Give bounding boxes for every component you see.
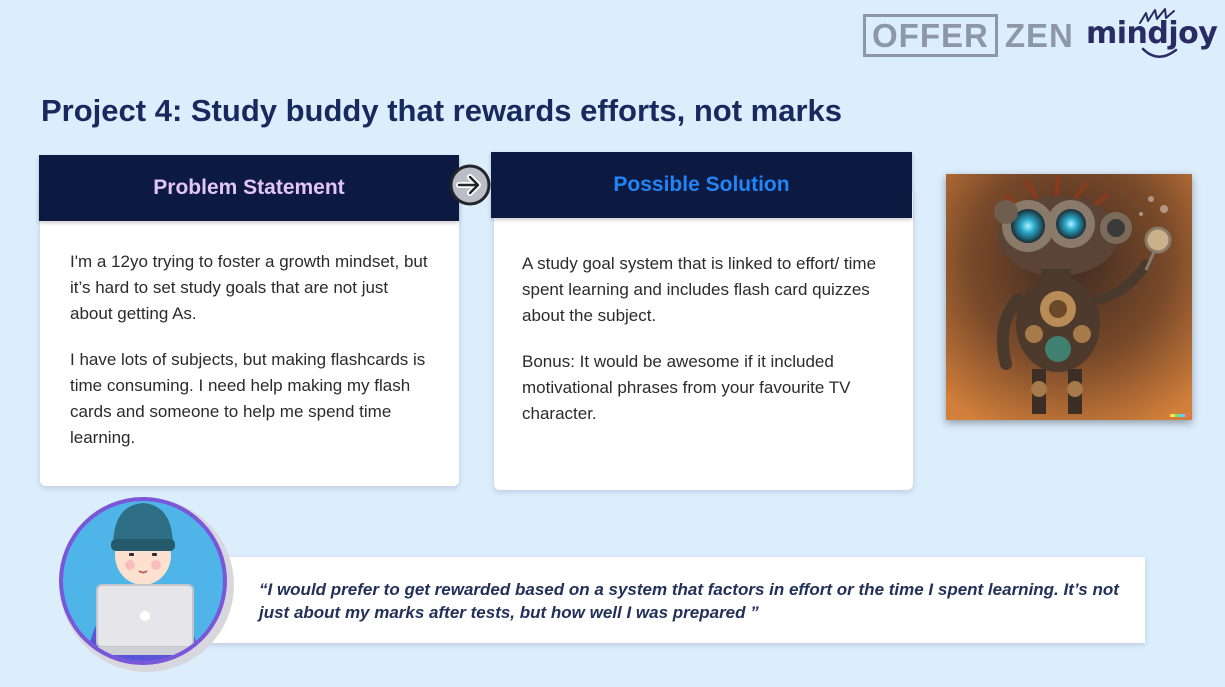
mindjoy-logo: mindjoy xyxy=(1086,16,1218,51)
problem-paragraph: I have lots of subjects, but making flas… xyxy=(70,350,426,447)
solution-paragraph: A study goal system that is linked to ef… xyxy=(522,254,877,325)
mindjoy-smile-icon xyxy=(1141,47,1178,58)
user-quote: “I would prefer to get rewarded based on… xyxy=(259,580,1119,622)
offerzen-logo: OFFER ZEN xyxy=(863,14,1074,57)
quote-box: “I would prefer to get rewarded based on… xyxy=(200,557,1145,643)
page-title: Project 4: Study buddy that rewards effo… xyxy=(41,93,842,128)
offerzen-logo-offer: OFFER xyxy=(863,14,998,57)
solution-paragraph: Bonus: It would be awesome if it include… xyxy=(522,352,851,423)
student-avatar-icon xyxy=(59,497,234,672)
problem-card-header: Problem Statement xyxy=(39,155,459,221)
arrow-right-circle-icon xyxy=(449,164,491,206)
solution-card-body: A study goal system that is linked to ef… xyxy=(522,251,892,447)
offerzen-logo-zen: ZEN xyxy=(1004,16,1074,54)
mindjoy-squiggle-icon xyxy=(1139,8,1175,24)
problem-card xyxy=(40,188,459,486)
problem-paragraph: I'm a 12yo trying to foster a growth min… xyxy=(70,252,428,323)
solution-card-header: Possible Solution xyxy=(491,152,912,218)
problem-card-body: I'm a 12yo trying to foster a growth min… xyxy=(70,249,430,471)
robot-icon xyxy=(946,174,1192,420)
robot-illustration xyxy=(946,174,1192,420)
solution-card xyxy=(494,187,913,490)
